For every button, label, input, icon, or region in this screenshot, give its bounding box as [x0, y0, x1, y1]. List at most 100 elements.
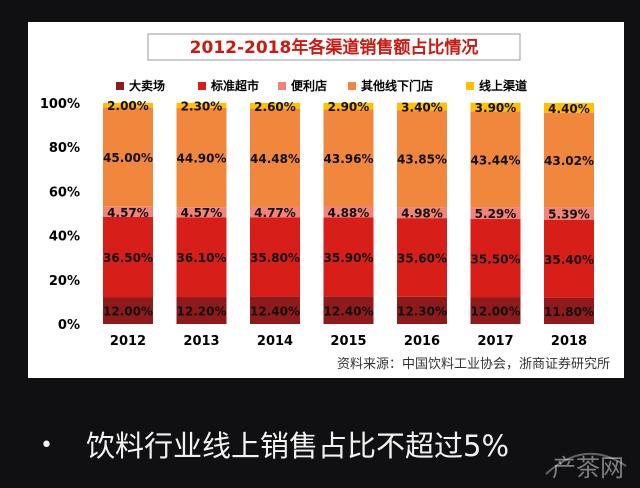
data-label: 35.60%	[397, 251, 447, 265]
data-label: 12.30%	[397, 304, 447, 318]
bar-segment-2012-2	[103, 216, 153, 298]
data-label: 2.60%	[254, 100, 296, 114]
chart-title-box	[147, 33, 521, 61]
bar-segment-2018-5	[544, 102, 594, 113]
bar-segment-2017-2	[470, 219, 521, 298]
bar-segment-2016-3	[397, 207, 447, 219]
chart-source-note: 资料来源：中国饮料工业协会，浙商证券研究所	[337, 356, 610, 372]
bar-segment-2013-3	[176, 207, 227, 218]
data-label: 2.30%	[181, 99, 223, 113]
y-tick-label: 20%	[49, 274, 80, 289]
bar-segment-2017-5	[470, 102, 521, 112]
x-tick-label: 2012	[110, 334, 146, 349]
legend-label-4: 其他线下门店	[361, 78, 433, 93]
data-label: 4.57%	[181, 206, 223, 220]
data-label: 4.40%	[548, 102, 590, 116]
data-label: 5.29%	[475, 207, 517, 221]
bar-segment-2017-1	[470, 297, 521, 324]
data-label: 35.80%	[250, 251, 300, 265]
x-tick-label: 2015	[330, 334, 366, 349]
legend-swatch-1	[116, 82, 124, 90]
data-label: 35.90%	[324, 251, 374, 265]
watermark-text: 产茶网	[552, 454, 624, 482]
bar-segment-2013-5	[176, 102, 227, 108]
legend-swatch-3	[278, 82, 286, 90]
bar-segment-2018-3	[544, 207, 594, 220]
bar-segment-2013-2	[176, 217, 227, 298]
data-label: 2.90%	[328, 100, 370, 114]
y-tick-label: 0%	[58, 318, 80, 333]
data-label: 12.40%	[324, 304, 374, 318]
legend-label-3: 便利店	[291, 78, 327, 93]
chart-title: 2012-2018年各渠道销售额占比情况	[190, 37, 479, 58]
data-label: 3.90%	[475, 101, 517, 115]
data-label: 43.02%	[544, 154, 594, 168]
data-label: 4.57%	[107, 206, 149, 220]
data-label: 44.90%	[177, 152, 227, 166]
data-label: 43.44%	[471, 153, 521, 167]
bar-segment-2018-4	[544, 112, 594, 208]
data-label: 4.88%	[328, 206, 370, 220]
bar-segment-2014-3	[250, 206, 300, 218]
x-tick-label: 2013	[183, 334, 219, 349]
bar-segment-2016-4	[397, 110, 447, 208]
bar-segment-2014-1	[250, 296, 300, 324]
slide-bullet-row: • 饮料行业线上销售占比不超过5%	[0, 428, 640, 468]
legend-swatch-5	[466, 82, 474, 90]
data-label: 35.40%	[544, 253, 594, 267]
bar-segment-2016-5	[397, 102, 447, 111]
bar-segment-2012-3	[103, 206, 153, 217]
data-label: 2.00%	[107, 99, 149, 113]
y-tick-label: 40%	[49, 230, 80, 245]
chart-panel: 2012-2018年各渠道销售额占比情况 大卖场 标准超市 便利店 其他线下门店 线上渠道…	[28, 22, 624, 378]
bar-segment-2013-1	[176, 297, 227, 324]
data-label: 36.50%	[103, 251, 153, 265]
legend-swatch-2	[198, 82, 206, 90]
data-label: 3.40%	[401, 100, 443, 114]
data-label: 11.80%	[544, 305, 594, 319]
bar-segment-2017-4	[470, 111, 521, 208]
y-tick-label: 80%	[49, 141, 80, 156]
bar-segment-2013-4	[176, 107, 227, 208]
x-tick-label: 2017	[477, 334, 513, 349]
data-label: 43.96%	[324, 152, 374, 166]
data-label: 12.40%	[250, 304, 300, 318]
legend-label-5: 线上渠道	[479, 78, 527, 93]
bar-segment-2015-2	[323, 217, 374, 297]
bar-segment-2017-3	[470, 207, 521, 220]
bar-segment-2012-4	[103, 107, 153, 207]
y-tick-label: 60%	[49, 185, 80, 200]
data-label: 5.39%	[548, 208, 590, 222]
bar-segment-2015-1	[323, 296, 374, 324]
legend-label-2: 标准超市	[210, 78, 259, 93]
slide-bullet-text: 饮料行业线上销售占比不超过5%	[86, 429, 510, 463]
bar-segment-2015-3	[323, 206, 374, 218]
data-label: 12.00%	[471, 305, 521, 319]
data-label: 43.85%	[397, 153, 447, 167]
data-label: 4.98%	[401, 207, 443, 221]
bar-segment-2014-4	[250, 108, 300, 207]
x-tick-label: 2016	[404, 334, 440, 349]
bar-segment-2014-5	[250, 102, 300, 109]
y-tick-label: 100%	[40, 97, 80, 112]
watermark-logo: 产茶网	[540, 444, 630, 482]
data-label: 44.48%	[250, 152, 300, 166]
bar-segment-2014-2	[250, 217, 300, 297]
legend-swatch-4	[348, 82, 356, 90]
data-label: 12.00%	[103, 305, 153, 319]
x-tick-label: 2018	[551, 334, 587, 349]
data-label: 36.10%	[177, 251, 227, 265]
bar-segment-2015-5	[323, 102, 374, 110]
bar-segment-2012-5	[103, 102, 153, 108]
bar-segment-2018-1	[544, 297, 594, 324]
bar-segment-2015-4	[323, 109, 374, 207]
bar-segment-2016-2	[397, 218, 447, 297]
bar-segment-2012-1	[103, 297, 153, 324]
data-label: 4.77%	[254, 206, 296, 220]
bar-segment-2016-1	[397, 296, 447, 324]
bullet-marker: •	[40, 433, 53, 458]
data-label: 12.20%	[177, 305, 227, 319]
data-label: 35.50%	[471, 252, 521, 266]
x-tick-label: 2014	[257, 334, 293, 349]
